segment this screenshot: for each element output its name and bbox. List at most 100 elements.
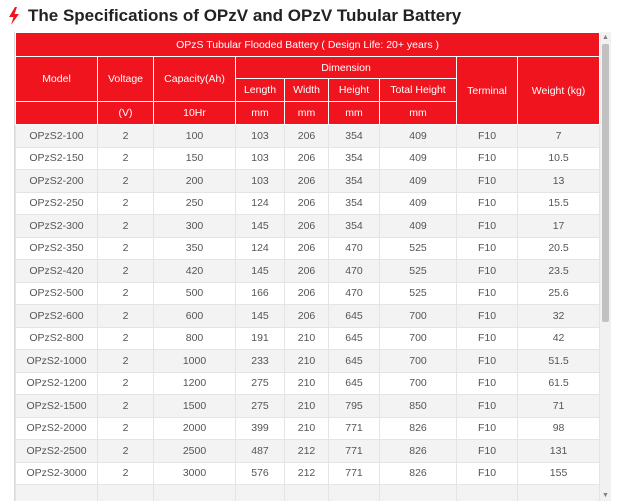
cell-weight: 13 — [516, 169, 601, 193]
cell-total-height: 525 — [379, 236, 457, 260]
table-row: OPzS2-420 2 420 145 206 470 525 F10 23.5 — [15, 259, 601, 283]
cell-height — [328, 484, 380, 501]
scroll-down-arrow-icon[interactable]: ▼ — [602, 492, 609, 499]
cell-terminal: F10 — [456, 169, 518, 193]
header-capacity: Capacity(Ah) — [153, 56, 236, 102]
cell-voltage: 2 — [97, 146, 154, 170]
cell-width: 210 — [284, 394, 329, 418]
header-total-height: Total Height — [379, 78, 457, 102]
table-caption: OPzS Tubular Flooded Battery ( Design Li… — [15, 32, 601, 57]
cell-weight: 131 — [516, 439, 601, 463]
cell-total-height: 826 — [379, 439, 457, 463]
cell-weight: 32 — [516, 304, 601, 328]
table-row: OPzS2-500 2 500 166 206 470 525 F10 25.6 — [15, 281, 601, 305]
table-row: OPzS2-250 2 250 124 206 354 409 F10 15.5 — [15, 191, 601, 215]
unit-width: mm — [284, 101, 329, 125]
cell-width: 206 — [284, 259, 329, 283]
unit-capacity: 10Hr — [153, 101, 236, 125]
cell-terminal: F10 — [456, 191, 518, 215]
cell-height: 645 — [328, 304, 380, 328]
cell-voltage: 2 — [97, 349, 154, 373]
cell-voltage: 2 — [97, 259, 154, 283]
page-header: The Specifications of OPzV and OPzV Tubu… — [8, 4, 461, 28]
cell-voltage — [97, 484, 154, 501]
cell-height: 795 — [328, 394, 380, 418]
cell-weight — [516, 484, 601, 501]
cell-width: 210 — [284, 349, 329, 373]
cell-terminal: F10 — [456, 326, 518, 350]
cell-model: OPzS2-3000 — [15, 461, 98, 485]
cell-voltage: 2 — [97, 214, 154, 238]
cell-length: 145 — [235, 259, 285, 283]
cell-width: 210 — [284, 371, 329, 395]
cell-voltage: 2 — [97, 326, 154, 350]
cell-width: 210 — [284, 416, 329, 440]
cell-capacity: 250 — [153, 191, 236, 215]
cell-length: 487 — [235, 439, 285, 463]
cell-model: OPzS2-100 — [15, 124, 98, 148]
cell-voltage: 2 — [97, 416, 154, 440]
cell-terminal: F10 — [456, 439, 518, 463]
cell-weight: 25.6 — [516, 281, 601, 305]
cell-weight: 15.5 — [516, 191, 601, 215]
cell-model: OPzS2-800 — [15, 326, 98, 350]
cell-capacity: 350 — [153, 236, 236, 260]
cell-height: 771 — [328, 439, 380, 463]
cell-model: OPzS2-250 — [15, 191, 98, 215]
cell-terminal: F10 — [456, 461, 518, 485]
cell-length: 145 — [235, 304, 285, 328]
page-title: The Specifications of OPzV and OPzV Tubu… — [28, 6, 462, 25]
cell-voltage: 2 — [97, 439, 154, 463]
cell-capacity: 2000 — [153, 416, 236, 440]
cell-terminal: F10 — [456, 304, 518, 328]
cell-length: 275 — [235, 394, 285, 418]
cell-width: 206 — [284, 281, 329, 305]
cell-weight: 23.5 — [516, 259, 601, 283]
table-body: OPzS2-100 2 100 103 206 354 409 F10 7 OPzS2-150 2… — [15, 124, 601, 501]
table-row: OPzS2-3000 2 3000 576 212 771 826 F10 155 — [15, 461, 601, 485]
cell-length: 166 — [235, 281, 285, 305]
cell-capacity: 200 — [153, 169, 236, 193]
cell-total-height: 409 — [379, 124, 457, 148]
cell-width: 206 — [284, 191, 329, 215]
spec-table-container[interactable]: OPzS Tubular Flooded Battery ( Design Li… — [14, 32, 611, 501]
table-row: OPzS2-300 2 300 145 206 354 409 F10 17 — [15, 214, 601, 238]
cell-terminal: F10 — [456, 281, 518, 305]
cell-width: 206 — [284, 146, 329, 170]
table-row: OPzS2-1000 2 1000 233 210 645 700 F10 51.5 — [15, 349, 601, 373]
table-row: OPzS2-1500 2 1500 275 210 795 850 F10 71 — [15, 394, 601, 418]
cell-model: OPzS2-300 — [15, 214, 98, 238]
cell-width — [284, 484, 329, 501]
cell-weight: 20.5 — [516, 236, 601, 260]
unit-length: mm — [235, 101, 285, 125]
cell-terminal: F10 — [456, 236, 518, 260]
table-row: OPzS2-600 2 600 145 206 645 700 F10 32 — [15, 304, 601, 328]
table-row: OPzS2-200 2 200 103 206 354 409 F10 13 — [15, 169, 601, 193]
cell-capacity: 100 — [153, 124, 236, 148]
cell-total-height: 700 — [379, 304, 457, 328]
cell-weight: 61.5 — [516, 371, 601, 395]
cell-weight: 71 — [516, 394, 601, 418]
cell-height: 771 — [328, 416, 380, 440]
cell-height: 354 — [328, 214, 380, 238]
cell-capacity: 150 — [153, 146, 236, 170]
cell-weight: 10.5 — [516, 146, 601, 170]
vertical-scrollbar[interactable]: ▲ ▼ — [600, 32, 611, 501]
cell-height: 470 — [328, 236, 380, 260]
cell-length — [235, 484, 285, 501]
cell-voltage: 2 — [97, 394, 154, 418]
cell-capacity: 1500 — [153, 394, 236, 418]
cell-width: 212 — [284, 461, 329, 485]
cell-model: OPzS2-350 — [15, 236, 98, 260]
scrollbar-thumb[interactable] — [602, 44, 609, 322]
cell-model: OPzS2-1000 — [15, 349, 98, 373]
scroll-up-arrow-icon[interactable]: ▲ — [602, 34, 609, 41]
header-model-unit — [15, 101, 98, 125]
cell-terminal: F10 — [456, 146, 518, 170]
cell-length: 275 — [235, 371, 285, 395]
table-row: OPzS2-800 2 800 191 210 645 700 F10 42 — [15, 326, 601, 350]
cell-voltage: 2 — [97, 236, 154, 260]
cell-voltage: 2 — [97, 281, 154, 305]
cell-width: 206 — [284, 124, 329, 148]
cell-terminal: F10 — [456, 124, 518, 148]
